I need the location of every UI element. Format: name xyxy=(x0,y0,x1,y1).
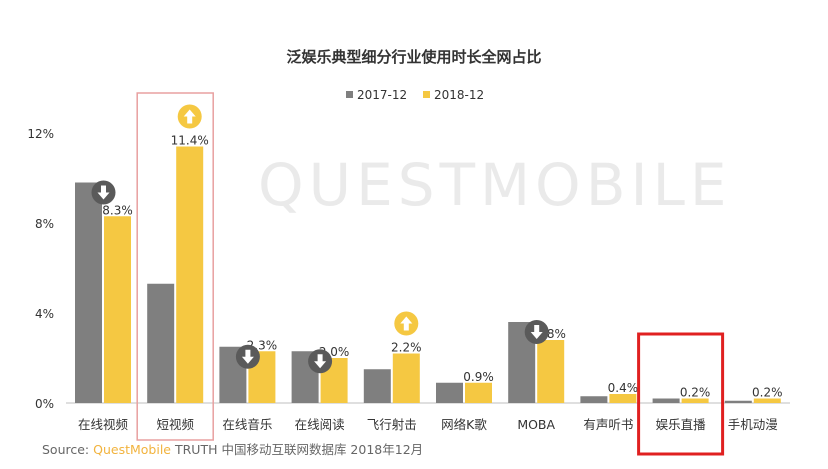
highlight-boxes xyxy=(136,92,725,456)
bar-2017-12-手机动漫 xyxy=(724,400,752,403)
bar-2017-12-娱乐直播 xyxy=(652,398,680,403)
bar-2018-12-有声听书 xyxy=(609,394,637,403)
data-label: 11.4% xyxy=(171,134,209,148)
category-label: 在线音乐 xyxy=(222,417,272,432)
bars xyxy=(75,146,781,403)
bar-2018-12-网络K歌 xyxy=(465,382,492,403)
bar-2018-12-在线视频 xyxy=(104,216,131,403)
category-label: MOBA xyxy=(517,417,555,432)
bar-2017-12-在线视频 xyxy=(75,182,102,403)
bar-2017-12-网络K歌 xyxy=(436,382,463,403)
category-label: 娱乐直播 xyxy=(656,417,707,432)
legend-swatch-1 xyxy=(346,91,353,98)
x-axis-categories: 在线视频 短视频 在线音乐 在线阅读 飞行射击 网络K歌 MOBA 有声听书 娱乐直播 手机动漫 xyxy=(78,417,778,432)
y-axis: 0% 4% 8% 12% xyxy=(27,127,54,411)
data-label: 2.2% xyxy=(391,341,422,355)
watermark-text: QUESTMOBILE xyxy=(258,151,732,219)
data-label: 0.2% xyxy=(680,386,711,400)
y-tick-label: 0% xyxy=(35,397,54,411)
data-label: 0.9% xyxy=(463,370,494,384)
legend: 2017-12 2018-12 xyxy=(346,88,484,102)
source-rest: TRUTH 中国移动互联网数据库 2018年12月 xyxy=(171,442,424,457)
data-label: 0.2% xyxy=(752,386,783,400)
bar-2018-12-飞行射击 xyxy=(392,353,420,403)
bar-2018-12-MOBA xyxy=(537,340,565,403)
arrow-down-icon xyxy=(308,349,333,374)
bar-2018-12-短视频 xyxy=(176,146,204,403)
bar-2017-12-有声听书 xyxy=(580,396,608,403)
y-tick-label: 8% xyxy=(35,217,54,231)
category-label: 飞行射击 xyxy=(367,417,417,432)
bar-2018-12-娱乐直播 xyxy=(681,398,709,403)
chart-title: 泛娱乐典型细分行业使用时长全网占比 xyxy=(286,48,541,66)
bar-2018-12-手机动漫 xyxy=(753,398,781,403)
y-tick-label: 4% xyxy=(35,307,54,321)
category-label: 有声听书 xyxy=(583,417,633,432)
arrow-up-icon xyxy=(394,311,419,336)
bar-2017-12-短视频 xyxy=(147,283,175,403)
highlight-box xyxy=(136,92,214,441)
arrow-down-icon xyxy=(91,180,116,205)
category-label: 短视频 xyxy=(156,417,194,432)
y-tick-label: 12% xyxy=(27,127,54,141)
source-prefix: Source: xyxy=(42,442,94,457)
arrow-up-icon xyxy=(177,104,202,129)
legend-label-1: 2017-12 xyxy=(357,88,407,102)
highlight-box xyxy=(637,332,725,456)
trend-icons xyxy=(91,104,549,374)
source-note: Source: QuestMobile TRUTH 中国移动互联网数据库 201… xyxy=(42,439,423,458)
legend-swatch-2 xyxy=(423,91,430,98)
category-label: 网络K歌 xyxy=(441,417,487,432)
arrow-down-icon xyxy=(524,320,549,344)
category-label: 在线阅读 xyxy=(295,417,345,432)
bar-2017-12-飞行射击 xyxy=(363,369,391,403)
legend-label-2: 2018-12 xyxy=(434,88,484,102)
category-label: 在线视频 xyxy=(78,417,129,432)
source-brand: QuestMobile xyxy=(93,442,171,457)
data-label: 8.3% xyxy=(102,203,133,217)
data-label: 0.4% xyxy=(608,381,639,395)
category-label: 手机动漫 xyxy=(728,417,778,432)
arrow-down-icon xyxy=(235,344,260,369)
